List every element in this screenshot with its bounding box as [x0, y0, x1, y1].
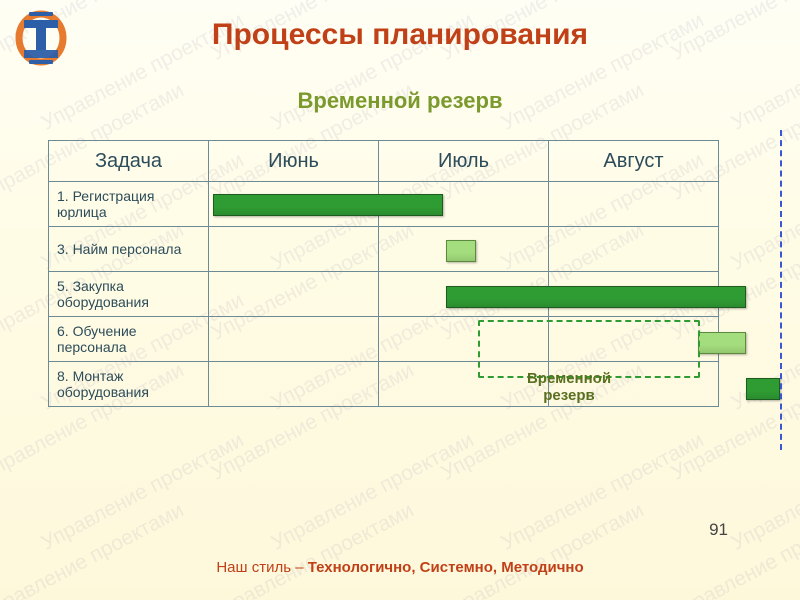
watermark-text: Управление проектами — [268, 428, 478, 555]
footer-tagline: Наш стиль – Технологично, Системно, Мето… — [0, 559, 800, 576]
gantt-chart: ЗадачаИюньИюльАвгуст1. Регистрация юрлиц… — [48, 140, 748, 420]
footer-bold: Технологично, Системно, Методично — [308, 559, 584, 576]
deadline-line — [780, 130, 782, 450]
slack-label: Временнойрезерв — [504, 370, 634, 405]
watermark-text: Управление проектами — [668, 498, 800, 600]
watermark-text: Управление проектами — [0, 498, 188, 600]
gantt-bar — [746, 378, 780, 400]
watermark-text: Управление проектами — [498, 428, 708, 555]
watermark-text: Управление проектами — [208, 498, 418, 600]
watermark-text: Управление проектами — [38, 428, 248, 555]
gantt-bar — [213, 194, 443, 216]
footer-prefix: Наш стиль – — [216, 559, 307, 576]
gantt-bar — [446, 286, 746, 308]
page-number: 91 — [709, 520, 728, 540]
watermark-text: Управление проектами — [438, 498, 648, 600]
page-title: Процессы планирования — [0, 18, 800, 52]
gantt-overlay: Временнойрезерв — [48, 140, 748, 420]
subtitle: Временной резерв — [0, 88, 800, 114]
gantt-bar — [698, 332, 746, 354]
watermark-text: Управление проектами — [728, 428, 800, 555]
gantt-bar — [446, 240, 476, 262]
